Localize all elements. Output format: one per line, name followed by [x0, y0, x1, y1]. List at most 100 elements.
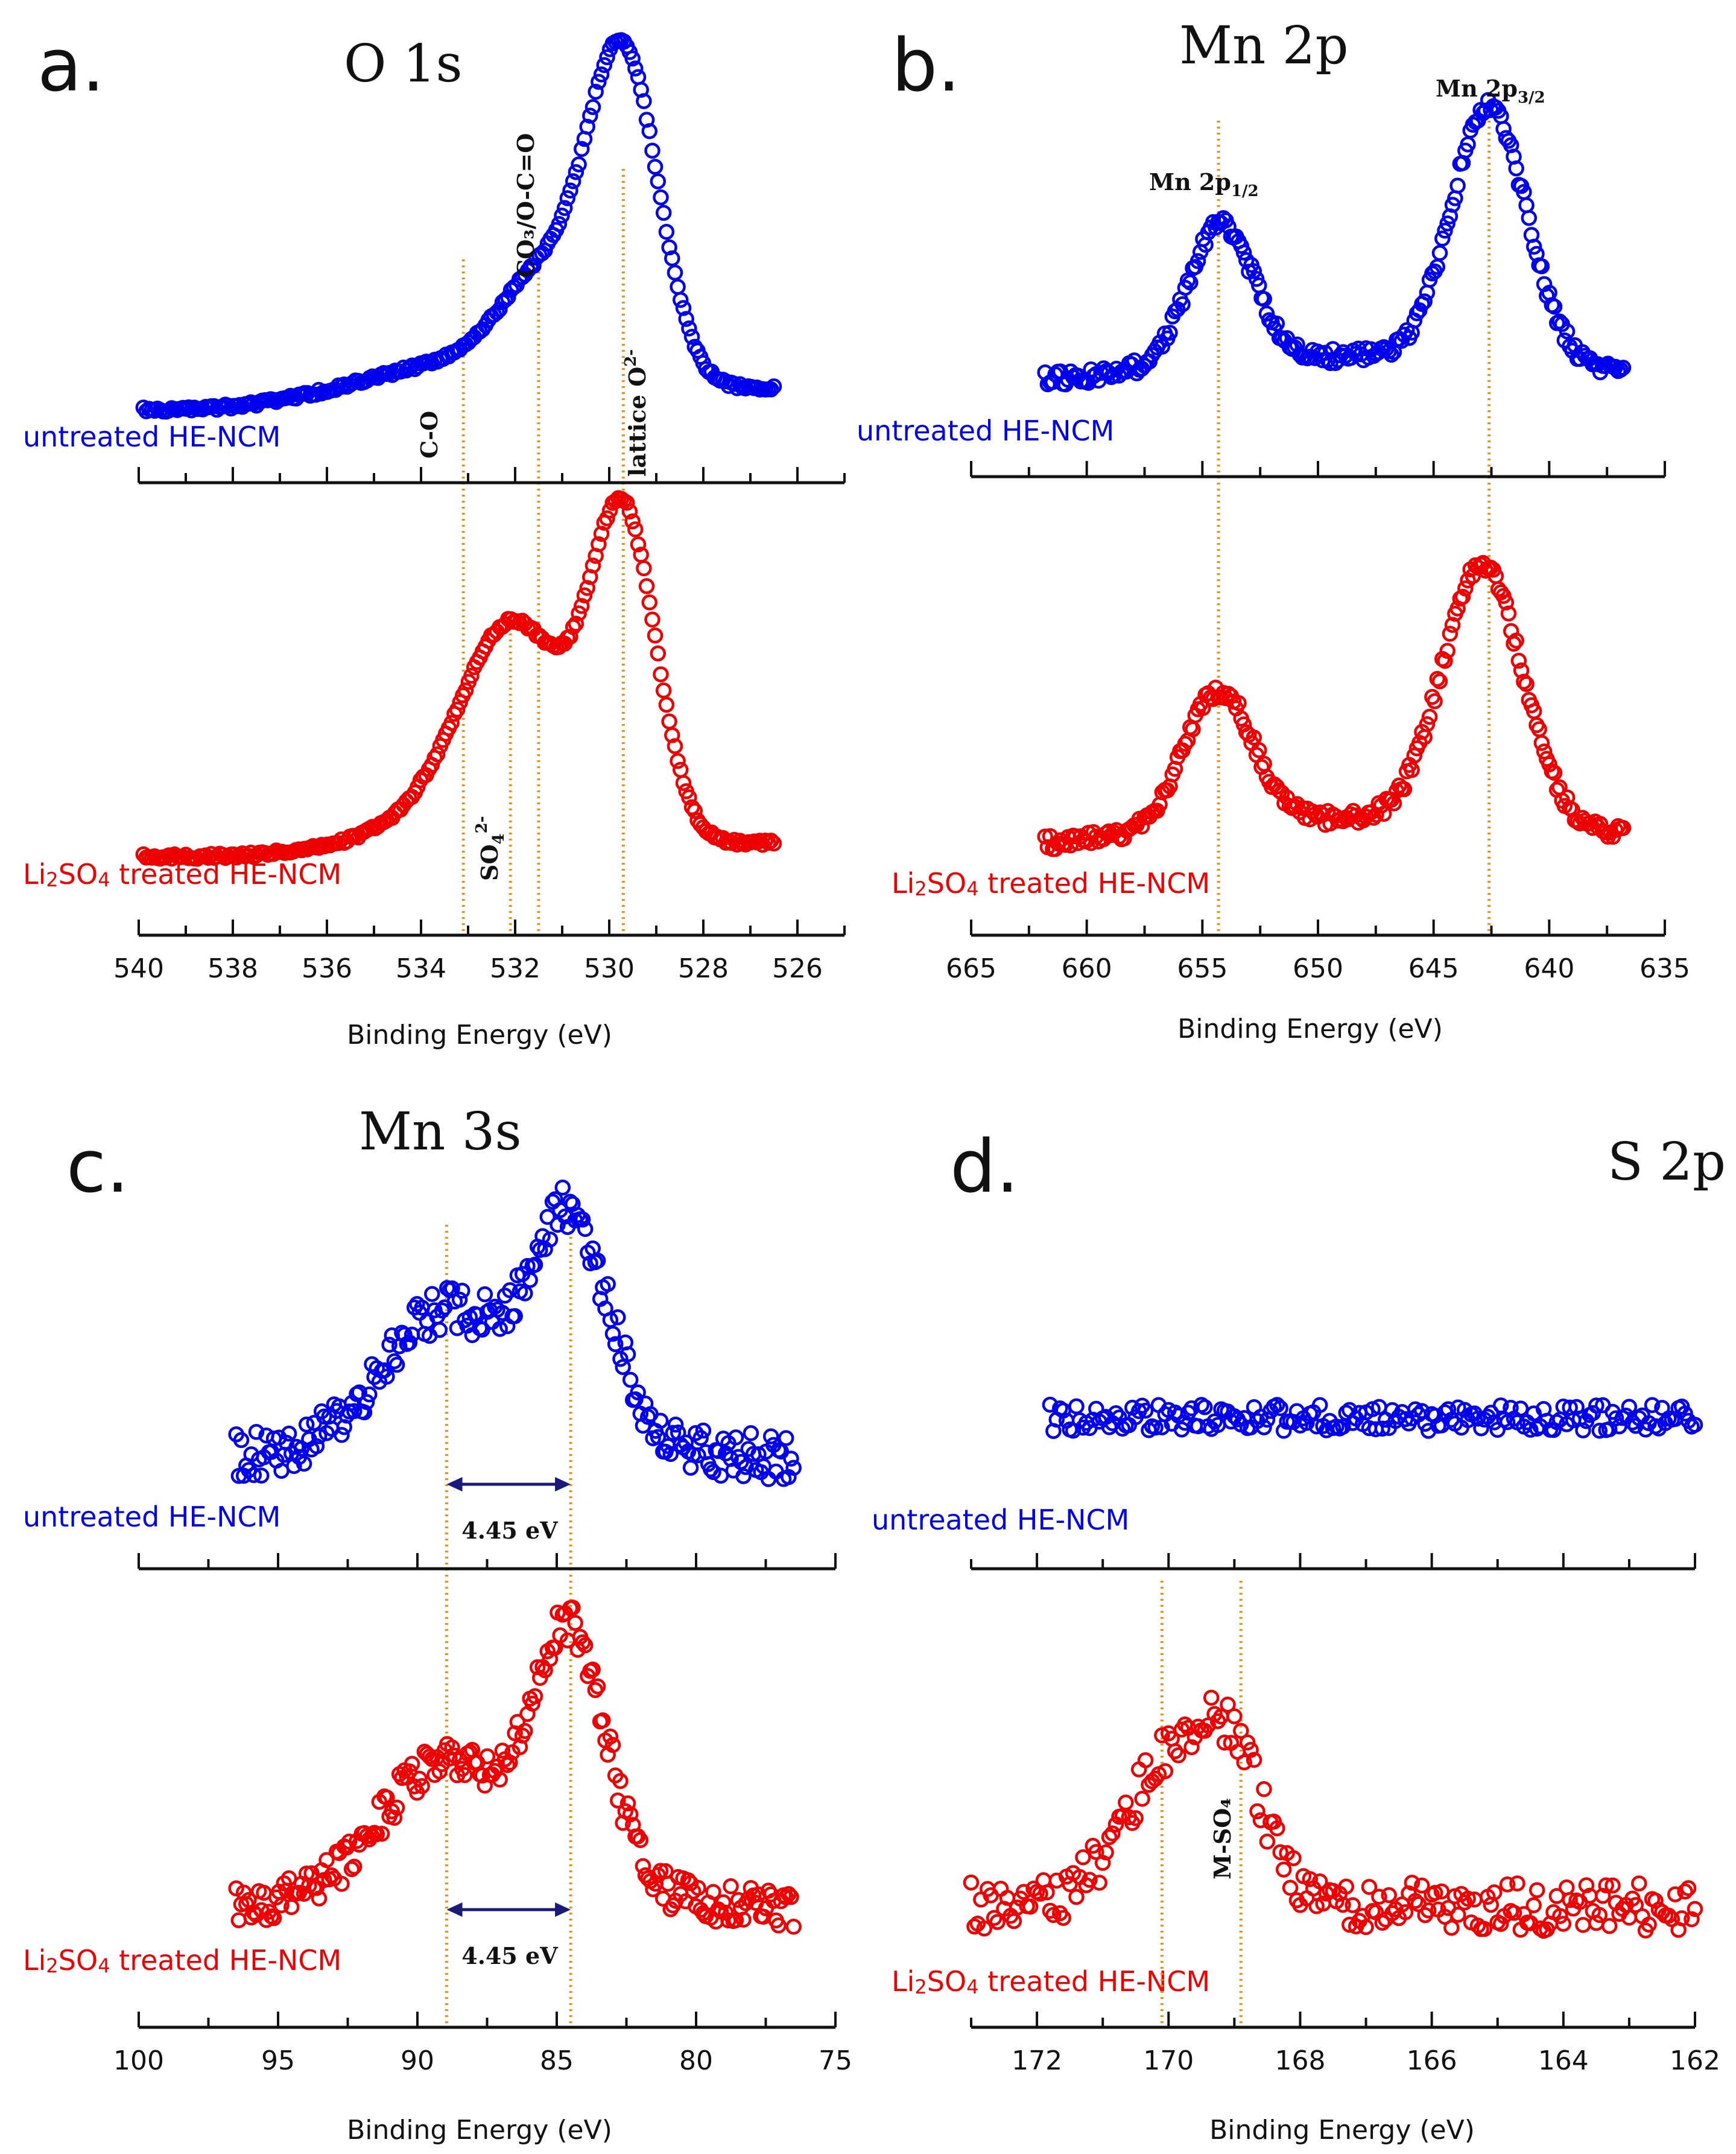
- data-point: [1147, 1419, 1164, 1436]
- data-point: [1383, 346, 1400, 363]
- data-point: [1434, 230, 1451, 247]
- data-point: [1500, 605, 1517, 622]
- data-point: [1419, 716, 1436, 732]
- data-point: [1647, 1892, 1664, 1909]
- x-tick-label: 534: [396, 953, 446, 984]
- data-point: [1397, 1904, 1414, 1920]
- data-point: [670, 753, 686, 769]
- data-point: [1243, 1742, 1259, 1758]
- data-point: [273, 1897, 290, 1914]
- data-point: [1533, 735, 1550, 751]
- data-point: [1182, 275, 1199, 291]
- data-point: [667, 264, 683, 281]
- data-point: [1588, 1914, 1605, 1931]
- data-point: [1190, 253, 1206, 270]
- data-point: [494, 1743, 511, 1759]
- data-point: [568, 164, 584, 180]
- data-point: [431, 1321, 448, 1338]
- data-point: [1396, 781, 1413, 798]
- data-point: [1154, 1727, 1170, 1744]
- data-point: [334, 1875, 350, 1892]
- data-point: [379, 1368, 395, 1385]
- data-point: [1259, 1411, 1276, 1428]
- data-point: [1429, 670, 1446, 687]
- data-point: [1404, 761, 1420, 778]
- data-point: [571, 156, 587, 173]
- data-point: [675, 300, 692, 316]
- data-point: [647, 627, 664, 644]
- data-point: [1460, 1890, 1476, 1907]
- data-point: [1546, 764, 1563, 781]
- data-point: [1039, 1884, 1055, 1901]
- data-point: [1414, 1877, 1430, 1894]
- data-point: [1598, 1877, 1614, 1894]
- x-tick-label: 526: [772, 953, 823, 984]
- data-point: [743, 1425, 759, 1441]
- data-point: [727, 1429, 744, 1446]
- data-point: [658, 224, 675, 240]
- data-point: [1137, 1402, 1154, 1419]
- split-arrow-head: [555, 1902, 571, 1917]
- data-point: [1433, 1883, 1450, 1900]
- data-point: [662, 1446, 679, 1463]
- data-point: [1082, 1872, 1098, 1888]
- data-point: [1437, 223, 1453, 239]
- data-point: [1677, 1883, 1693, 1900]
- data-point: [690, 1447, 706, 1464]
- data-point: [1486, 1884, 1503, 1901]
- data-point: [762, 1428, 779, 1444]
- x-tick-label: 665: [946, 953, 996, 984]
- data-point: [1177, 735, 1194, 752]
- data-point: [1431, 673, 1448, 690]
- panel-b-title: Mn 2p: [1179, 16, 1349, 76]
- data-point: [599, 49, 615, 66]
- data-point: [568, 615, 584, 632]
- data-point: [1246, 1752, 1262, 1768]
- data-point: [248, 1424, 265, 1440]
- panel-d-s2p: d. S 2p untreated HE-NCM Li2SO4 treated …: [872, 1125, 1726, 2146]
- data-point: [454, 1283, 470, 1299]
- data-point: [404, 1756, 420, 1772]
- data-point: [1457, 580, 1474, 597]
- data-point: [593, 526, 610, 542]
- data-point: [1239, 1734, 1256, 1751]
- data-point: [738, 1459, 754, 1475]
- data-point: [1302, 1871, 1319, 1887]
- data-point: [1174, 296, 1191, 313]
- panel-b-legend-untreated: untreated HE-NCM: [857, 415, 1114, 447]
- data-point: [1216, 1734, 1233, 1751]
- data-point: [1533, 258, 1550, 275]
- data-point: [622, 1371, 639, 1388]
- data-point: [624, 513, 641, 530]
- x-tick-label: 645: [1408, 953, 1459, 984]
- data-point: [966, 1918, 983, 1935]
- data-point: [574, 598, 590, 614]
- data-point: [1473, 1420, 1489, 1437]
- data-point: [595, 1712, 611, 1729]
- data-point: [650, 645, 667, 662]
- data-point: [1684, 1911, 1700, 1928]
- panel-d-legend-untreated: untreated HE-NCM: [872, 1504, 1129, 1536]
- data-point: [715, 1894, 732, 1911]
- data-point: [612, 1773, 629, 1790]
- x-tick-label: 172: [1012, 2045, 1062, 2076]
- data-point: [373, 1825, 390, 1842]
- x-tick-label: 540: [113, 953, 164, 984]
- data-point: [1498, 594, 1515, 611]
- data-point: [574, 141, 590, 157]
- data-point: [233, 1432, 250, 1449]
- data-point: [388, 1356, 405, 1373]
- data-point: [311, 1890, 328, 1907]
- split-arrows: [446, 1477, 571, 1917]
- data-point: [1555, 1916, 1572, 1932]
- data-point: [1233, 1723, 1249, 1739]
- data-point: [1358, 1919, 1374, 1936]
- data-point: [647, 159, 664, 175]
- data-point: [686, 802, 703, 819]
- panel-b-label: b.: [892, 24, 960, 108]
- x-tick-label: 100: [113, 2045, 164, 2076]
- data-point: [554, 208, 570, 224]
- data-point: [334, 1427, 350, 1443]
- data-point: [765, 378, 782, 395]
- data-point: [653, 189, 669, 206]
